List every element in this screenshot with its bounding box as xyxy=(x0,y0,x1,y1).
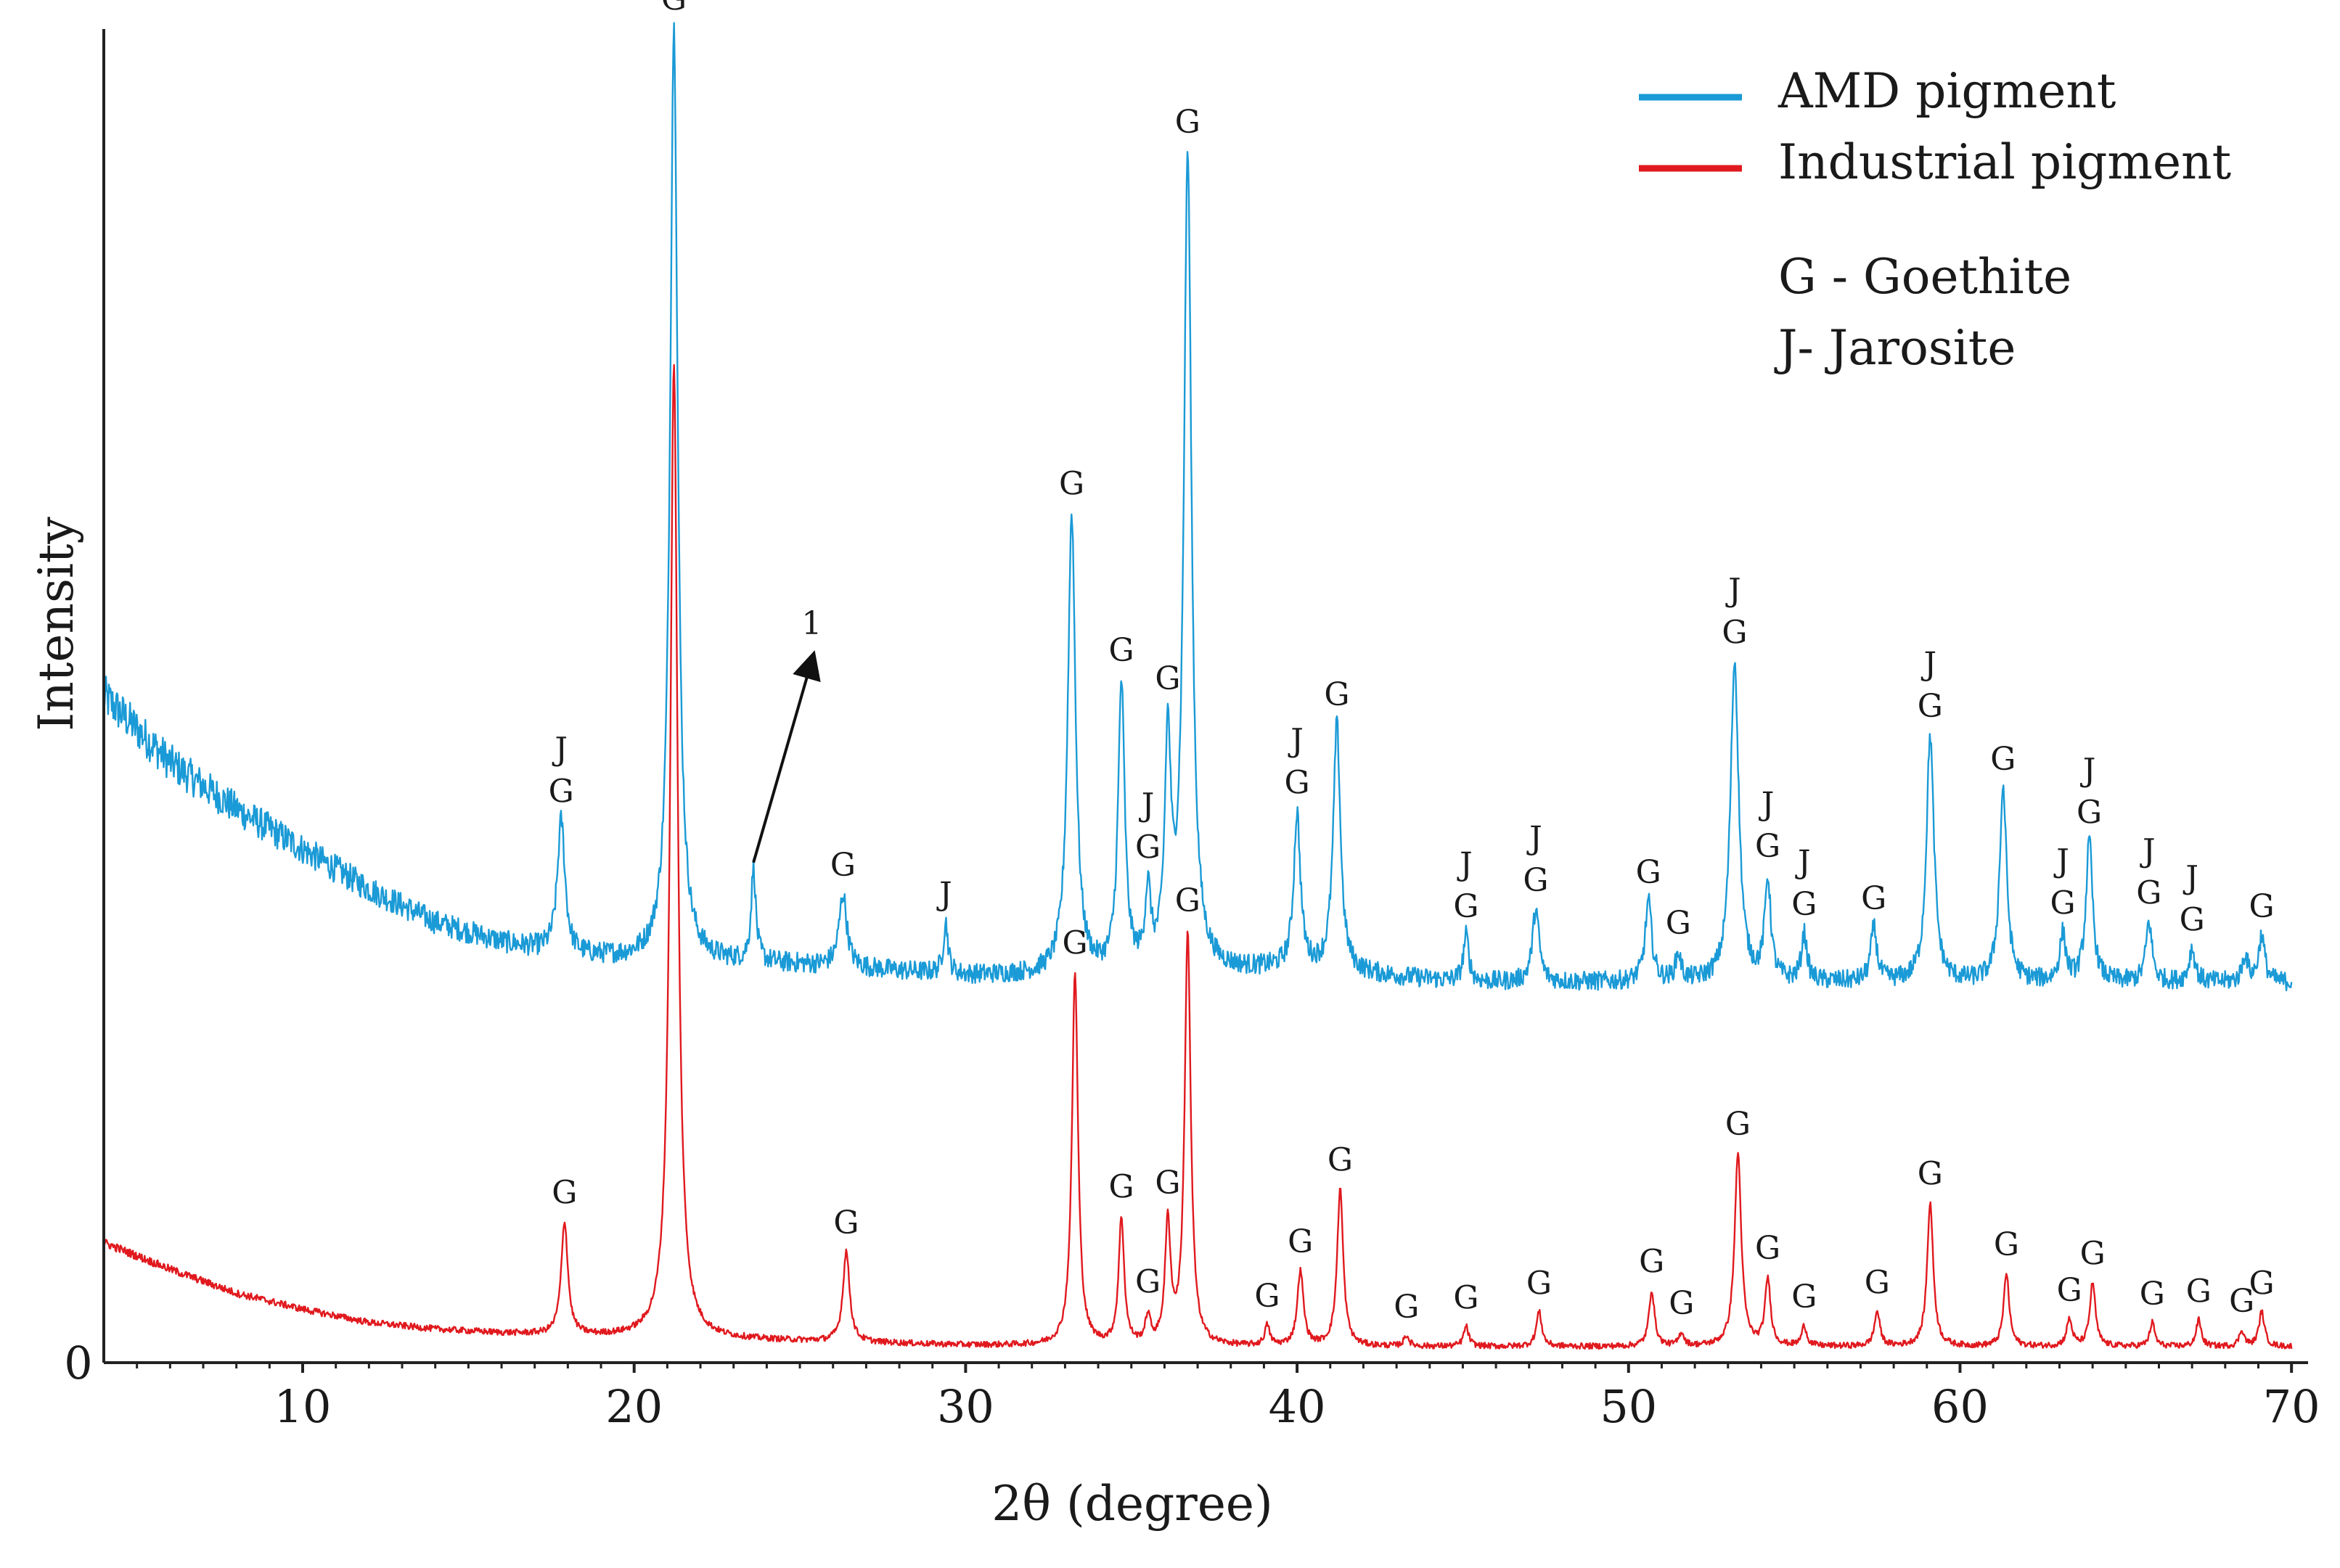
legend-label-amd: AMD pigment xyxy=(1778,63,2116,119)
peak-label-industrial: G xyxy=(1288,1223,1313,1260)
peak-label-amd: G xyxy=(1059,465,1084,502)
peak-label-industrial: G xyxy=(2249,1265,2274,1302)
peak-label-amd: J xyxy=(1526,820,1542,857)
peak-label-industrial: G xyxy=(1175,882,1200,919)
peak-label-amd: G xyxy=(1523,862,1548,899)
legend-label-industrial: Industrial pigment xyxy=(1778,134,2231,190)
peak-label-amd: G xyxy=(1722,614,1747,651)
peak-label-amd: J xyxy=(2182,860,2198,897)
peak-label-amd: G xyxy=(2050,884,2075,921)
peak-label-amd: J xyxy=(1288,722,1304,759)
peak-label-amd: G xyxy=(1453,888,1478,925)
x-tick-label-30: 30 xyxy=(937,1380,994,1433)
peak-label-amd: J xyxy=(1795,844,1811,881)
peak-label-amd: J xyxy=(1457,846,1473,883)
peak-label-amd: G xyxy=(661,0,687,17)
annotations: 1 xyxy=(752,605,822,863)
peak-label-amd: G xyxy=(1285,764,1310,801)
peak-label-industrial: G xyxy=(1063,925,1088,962)
peak-label-amd: G xyxy=(830,847,856,884)
peak-label-amd: G xyxy=(1155,660,1180,697)
peak-label-industrial: G xyxy=(1526,1265,1552,1302)
peak-label-amd: G xyxy=(549,773,574,810)
peak-label-industrial: G xyxy=(1918,1156,1943,1193)
peak-label-amd: G xyxy=(1135,829,1161,866)
peak-label-industrial: G xyxy=(1328,1141,1353,1178)
peak-label-amd: J xyxy=(1759,786,1775,823)
peak-label-amd: G xyxy=(2136,874,2161,911)
peak-label-industrial: G xyxy=(1108,1169,1134,1206)
peak-label-amd: J xyxy=(552,731,568,768)
series-line-amd xyxy=(102,22,2293,992)
legend-key-jarosite: J- Jarosite xyxy=(1774,320,2016,376)
peak-label-industrial: G xyxy=(2057,1272,2082,1309)
peak-label-amd: G xyxy=(1324,676,1349,713)
peak-label-amd: J xyxy=(936,876,952,913)
peak-label-industrial: G xyxy=(1725,1106,1751,1143)
x-ticks: 10 20 30 40 50 60 70 xyxy=(136,1363,2320,1433)
peak-label-amd: G xyxy=(1861,880,1886,917)
x-tick-label-60: 60 xyxy=(1931,1380,1989,1433)
peak-label-amd: J xyxy=(1139,787,1155,824)
peak-labels: JGGGJGGJGGGJGGJGJGGGJGJGJGGJGGJGJGJGJGGG… xyxy=(549,0,2275,1326)
peak-label-industrial: G xyxy=(1994,1226,2019,1263)
peak-label-industrial: G xyxy=(552,1174,577,1211)
x-tick-label-20: 20 xyxy=(605,1380,663,1433)
peak-label-industrial: G xyxy=(1254,1278,1280,1315)
legend: AMD pigment Industrial pigment G - Goeth… xyxy=(1639,63,2231,376)
peak-label-industrial: G xyxy=(1755,1230,1780,1267)
peak-label-industrial: G xyxy=(1791,1278,1817,1315)
peak-label-amd: G xyxy=(1791,886,1817,923)
peak-label-industrial: G xyxy=(1394,1289,1419,1326)
x-axis-title: 2θ (degree) xyxy=(991,1476,1272,1532)
axes: 10 20 30 40 50 60 70 0 2θ (degree) Intensity xyxy=(28,29,2320,1532)
annotation-label: 1 xyxy=(801,605,822,642)
x-tick-label-10: 10 xyxy=(274,1380,332,1433)
y-tick-label-0: 0 xyxy=(64,1337,92,1390)
peak-label-industrial: G xyxy=(2140,1276,2165,1313)
peak-label-amd: J xyxy=(2080,752,2096,789)
peak-label-industrial: G xyxy=(1669,1285,1694,1322)
series-line-industrial xyxy=(103,364,2293,1350)
peak-label-amd: G xyxy=(2180,902,2205,939)
peak-label-amd: G xyxy=(1636,854,1661,891)
plot-series xyxy=(102,22,2293,1350)
peak-label-amd: G xyxy=(1108,632,1134,669)
peak-label-industrial: G xyxy=(833,1204,859,1241)
peak-label-industrial: G xyxy=(2229,1283,2254,1320)
annotation-arrow xyxy=(752,650,821,863)
peak-label-amd: G xyxy=(1918,688,1943,725)
peak-label-amd: G xyxy=(1666,905,1691,942)
x-tick-label-40: 40 xyxy=(1269,1380,1326,1433)
peak-label-amd: G xyxy=(1755,828,1780,865)
peak-label-industrial: G xyxy=(2080,1235,2106,1272)
peak-label-amd: G xyxy=(2077,794,2102,831)
peak-label-industrial: G xyxy=(2186,1273,2212,1310)
peak-label-industrial: G xyxy=(1453,1280,1478,1317)
peak-label-industrial: G xyxy=(1639,1244,1664,1281)
peak-label-industrial: G xyxy=(1155,1165,1180,1202)
y-axis-title: Intensity xyxy=(28,517,84,731)
peak-label-amd: G xyxy=(1175,104,1200,141)
x-tick-label-70: 70 xyxy=(2263,1380,2320,1433)
peak-label-amd: J xyxy=(1725,572,1741,609)
peak-label-amd: J xyxy=(1921,646,1937,683)
peak-label-amd: J xyxy=(2140,832,2156,869)
peak-label-industrial: G xyxy=(1135,1264,1161,1301)
peak-label-amd: G xyxy=(1990,741,2016,778)
legend-key-goethite: G - Goethite xyxy=(1778,249,2071,305)
peak-label-amd: J xyxy=(2053,842,2069,879)
peak-label-industrial: G xyxy=(1865,1265,1890,1302)
x-tick-label-50: 50 xyxy=(1600,1380,1657,1433)
peak-label-amd: G xyxy=(2249,888,2274,925)
